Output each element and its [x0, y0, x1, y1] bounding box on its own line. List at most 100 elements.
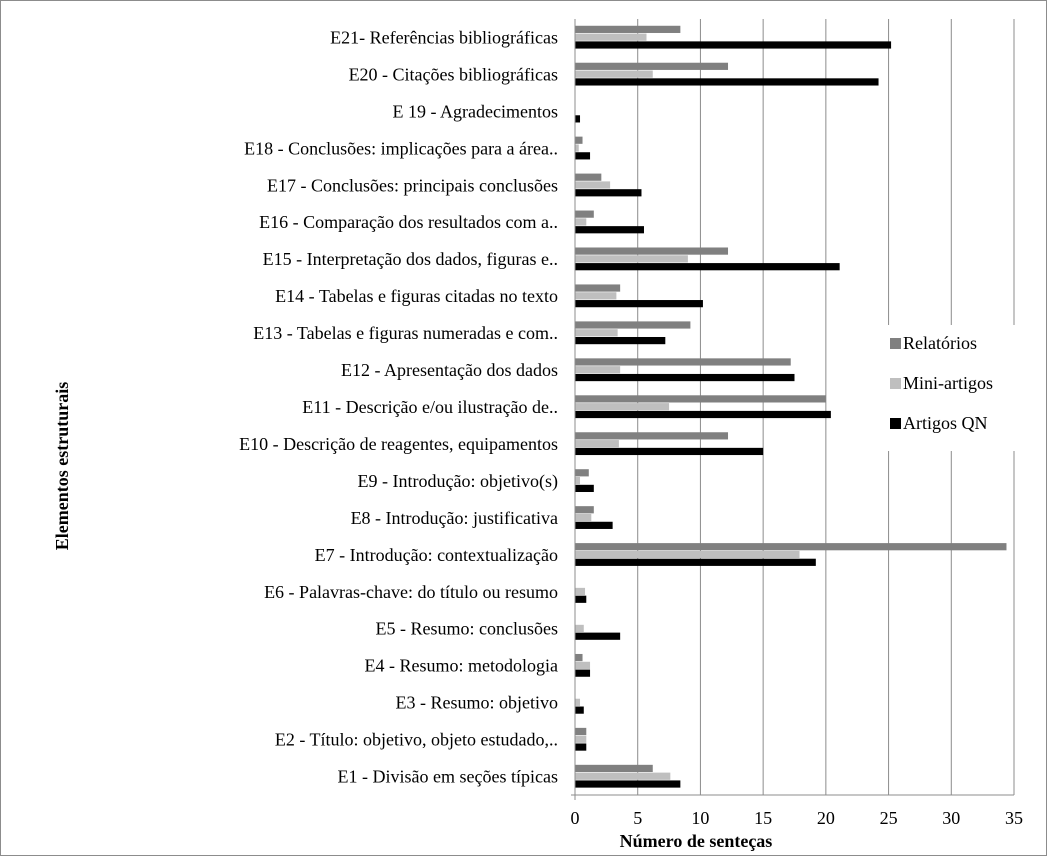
bar-mini-artigos-14: [575, 292, 617, 300]
category-label: E6 - Palavras-chave: do título ou resumo: [264, 582, 558, 602]
bar-artigos-qn-4: [575, 669, 591, 677]
legend-box: [884, 325, 1028, 451]
category-label: E20 - Citações bibliográficas: [349, 64, 558, 84]
category-label: E1 - Divisão em seções típicas: [338, 767, 558, 787]
bar-mini-artigos-10: [575, 440, 619, 448]
legend-swatch: [890, 378, 901, 389]
bar-mini-artigos-21: [575, 33, 647, 41]
category-label: E14 - Tabelas e figuras citadas no texto: [275, 286, 558, 306]
category-labels: E21- Referências bibliográficas E20 - Cit…: [239, 27, 558, 786]
bar-relat-rios-2: [575, 727, 587, 736]
bar-relat-rios-15: [575, 247, 729, 255]
category-label: E 19 - Agradecimentos: [393, 101, 558, 121]
x-tick-label: 20: [817, 808, 835, 828]
bars: [575, 25, 1007, 788]
category-label: E21- Referências bibliográficas: [330, 27, 558, 47]
category-label: E17 - Conclusões: principais conclusões: [267, 175, 558, 195]
bar-mini-artigos-16: [575, 218, 587, 226]
bar-artigos-qn-18: [575, 152, 591, 160]
bar-mini-artigos-3: [575, 698, 581, 706]
bar-artigos-qn-14: [575, 300, 703, 308]
legend-label: Mini-artigos: [903, 373, 993, 393]
x-tick-labels: 0 5 10 15 20 25 30 35: [571, 808, 1024, 828]
bar-artigos-qn-20: [575, 78, 879, 86]
legend-label: Artigos QN: [903, 413, 988, 433]
bar-artigos-qn-2: [575, 743, 587, 751]
bar-relat-rios-9: [575, 469, 589, 477]
bar-relat-rios-7: [575, 543, 1007, 551]
bar-mini-artigos-8: [575, 513, 592, 522]
bar-artigos-qn-7: [575, 558, 816, 566]
bar-artigos-qn-5: [575, 632, 621, 640]
category-label: E18 - Conclusões: implicações para a áre…: [244, 138, 558, 158]
bar-artigos-qn-1: [575, 780, 681, 788]
bar-relat-rios-1: [575, 764, 653, 773]
category-label: E16 - Comparação dos resultados com a..: [259, 212, 558, 232]
legend-swatch: [890, 418, 901, 429]
category-label: E9 - Introdução: objetivo(s): [358, 471, 558, 492]
bar-mini-artigos-18: [575, 144, 579, 152]
bar-mini-artigos-4: [575, 661, 591, 669]
bar-mini-artigos-1: [575, 772, 671, 780]
bar-relat-rios-20: [575, 62, 729, 70]
bar-mini-artigos-17: [575, 181, 611, 189]
category-label: E13 - Tabelas e figuras numeradas e com.…: [253, 323, 558, 343]
bar-artigos-qn-3: [575, 706, 584, 714]
bar-artigos-qn-11: [575, 410, 831, 419]
x-tick-label: 0: [571, 808, 580, 828]
bar-mini-artigos-9: [575, 477, 581, 485]
x-tick-label: 30: [942, 808, 960, 828]
bar-artigos-qn-16: [575, 226, 644, 234]
x-axis-title: Número de senteças: [620, 831, 773, 851]
bar-relat-rios-14: [575, 284, 621, 292]
bar-relat-rios-4: [575, 653, 583, 662]
bar-mini-artigos-6: [575, 587, 586, 596]
bar-mini-artigos-2: [575, 735, 587, 743]
bar-relat-rios-16: [575, 210, 594, 218]
bar-artigos-qn-9: [575, 484, 594, 493]
x-tick-label: 5: [633, 808, 642, 828]
x-tick-label: 25: [880, 808, 898, 828]
x-tick-label: 15: [754, 808, 772, 828]
bar-artigos-qn-19: [575, 115, 581, 123]
bar-relat-rios-11: [575, 395, 826, 403]
bar-relat-rios-10: [575, 432, 729, 440]
bar-artigos-qn-13: [575, 336, 666, 345]
axes: [571, 19, 1014, 800]
x-tick-label: 35: [1005, 808, 1023, 828]
bar-mini-artigos-12: [575, 366, 621, 374]
category-label: E5 - Resumo: conclusões: [376, 619, 558, 639]
category-label: E15 - Interpretação dos dados, figuras e…: [263, 249, 558, 269]
category-label: E3 - Resumo: objetivo: [396, 693, 558, 713]
category-label: E2 - Título: objetivo, objeto estudado,.…: [275, 730, 558, 750]
legend-swatch: [890, 338, 901, 349]
category-label: E10 - Descrição de reagentes, equipament…: [239, 434, 558, 454]
category-label: E11 - Descrição e/ou ilustração de..: [302, 397, 558, 417]
x-tick-label: 10: [691, 808, 709, 828]
bar-artigos-qn-8: [575, 521, 613, 529]
bar-mini-artigos-7: [575, 550, 800, 559]
bar-artigos-qn-15: [575, 263, 840, 271]
y-axis-title: Elementos estruturais: [52, 382, 72, 550]
bar-artigos-qn-12: [575, 373, 795, 382]
bar-mini-artigos-20: [575, 70, 653, 78]
bar-relat-rios-8: [575, 506, 594, 514]
legend: Relatórios Mini-artigos Artigos QN: [884, 325, 1028, 451]
bar-relat-rios-17: [575, 173, 602, 181]
category-label: E4 - Resumo: metodologia: [365, 656, 558, 676]
bar-relat-rios-13: [575, 321, 691, 329]
bar-relat-rios-18: [575, 136, 583, 144]
bar-artigos-qn-10: [575, 447, 764, 456]
bar-artigos-qn-6: [575, 595, 587, 603]
bar-mini-artigos-15: [575, 255, 688, 263]
legend-label: Relatórios: [903, 333, 977, 353]
bar-artigos-qn-21: [575, 41, 892, 49]
bar-mini-artigos-11: [575, 403, 670, 411]
bar-relat-rios-21: [575, 25, 681, 33]
category-label: E7 - Introdução: contextualização: [315, 545, 558, 565]
bar-mini-artigos-13: [575, 329, 618, 337]
bar-relat-rios-12: [575, 358, 791, 366]
bar-mini-artigos-5: [575, 624, 584, 633]
